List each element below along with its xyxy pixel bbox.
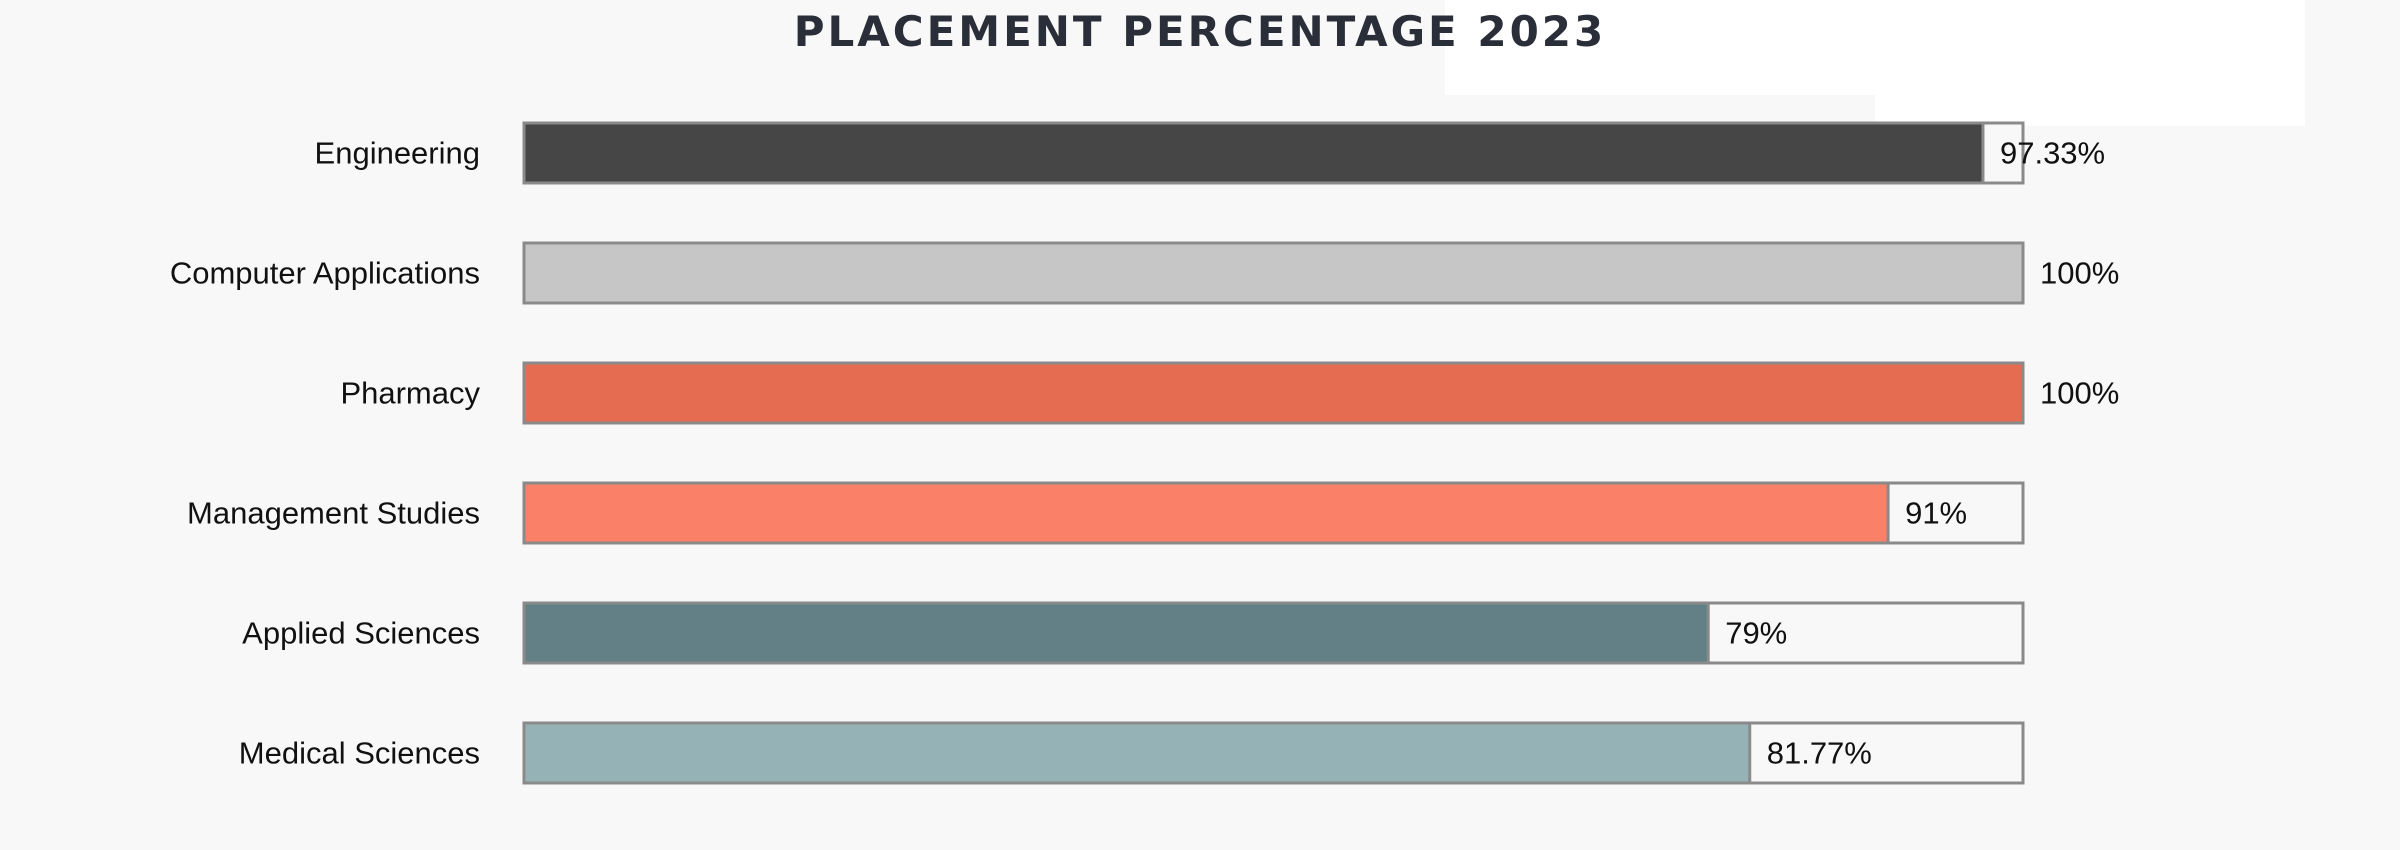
category-label-pharmacy: Pharmacy bbox=[340, 376, 480, 411]
category-label-applied-sciences: Applied Sciences bbox=[242, 616, 480, 651]
category-label-engineering: Engineering bbox=[315, 136, 480, 171]
category-label-medical-sciences: Medical Sciences bbox=[239, 736, 480, 771]
value-label-pharmacy: 100% bbox=[2040, 376, 2119, 411]
background-patch-left bbox=[1445, 0, 1875, 95]
value-label-medical-sciences: 81.77% bbox=[1767, 736, 1872, 771]
bar-medical-sciences bbox=[522, 721, 1752, 785]
value-label-engineering: 97.33% bbox=[2000, 136, 2105, 171]
value-label-applied-sciences: 79% bbox=[1725, 616, 1787, 651]
bar-computer-applications bbox=[522, 241, 2025, 305]
category-label-management-studies: Management Studies bbox=[187, 496, 480, 531]
value-label-management-studies: 91% bbox=[1905, 496, 1967, 531]
value-label-computer-applications: 100% bbox=[2040, 256, 2119, 291]
bar-pharmacy bbox=[522, 361, 2025, 425]
background-patch-right bbox=[1875, 0, 2305, 126]
bar-engineering bbox=[522, 121, 1985, 185]
category-label-computer-applications: Computer Applications bbox=[170, 256, 480, 291]
bar-applied-sciences bbox=[522, 601, 1710, 665]
bar-management-studies bbox=[522, 481, 1890, 545]
chart-title: PLACEMENT PERCENTAGE 2023 bbox=[793, 7, 1607, 56]
